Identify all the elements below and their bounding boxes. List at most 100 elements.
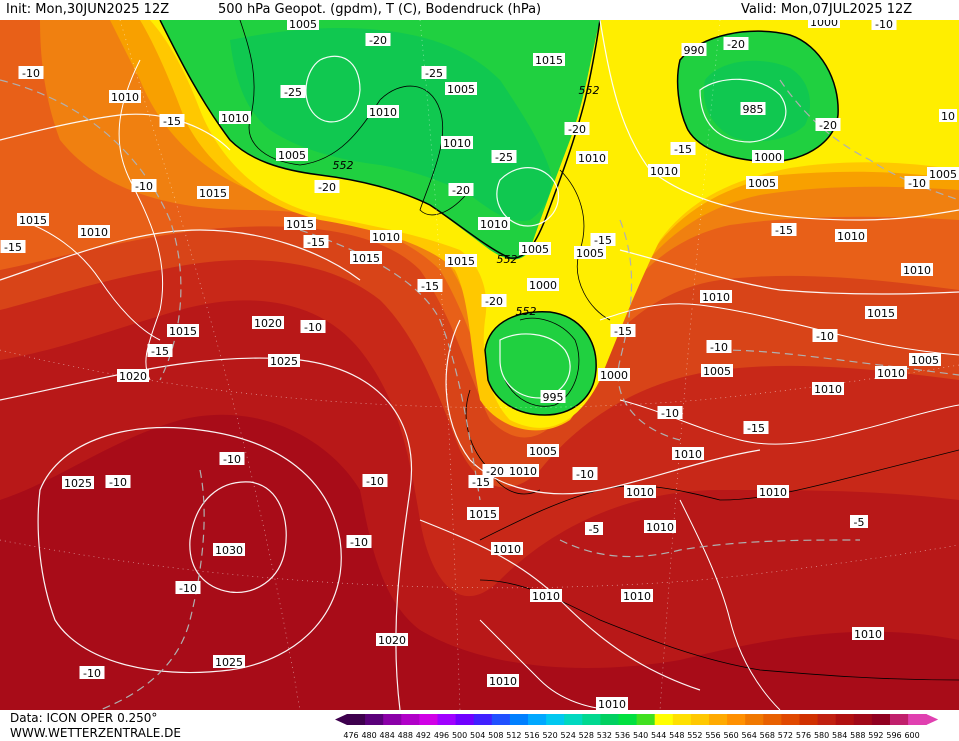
map-title: 500 hPa Geopot. (gpdm), T (C), Bodendruc…: [218, 2, 542, 17]
svg-text:1015: 1015: [199, 187, 227, 200]
legend-swatch: [654, 714, 674, 725]
temperature-label: -15: [610, 324, 636, 338]
legend-tick-label: 536: [615, 731, 630, 740]
pressure-label: 995: [540, 390, 566, 404]
legend-tick-label: 476: [343, 731, 358, 740]
pressure-label: 1010: [487, 674, 519, 688]
pressure-label: 1010: [576, 151, 608, 165]
pressure-label: 1010: [852, 627, 884, 641]
temperature-label: -10: [131, 179, 157, 193]
legend-swatch: [582, 714, 601, 725]
legend-swatch: [509, 714, 529, 725]
temperature-label: -20: [723, 37, 749, 51]
svg-text:-10: -10: [908, 177, 926, 190]
legend-tick-label: 596: [886, 731, 901, 740]
svg-text:1015: 1015: [447, 255, 475, 268]
svg-text:-10: -10: [576, 468, 594, 481]
pressure-label: 10: [939, 109, 957, 123]
valid-time: Valid: Mon,07JUL2025 12Z: [741, 2, 913, 17]
pressure-label: 1015: [17, 213, 49, 227]
svg-text:552: 552: [497, 253, 518, 266]
legend-swatch: [908, 714, 927, 725]
pressure-label: 1010: [596, 697, 628, 710]
init-time: Init: Mon,30JUN2025 12Z: [6, 2, 170, 17]
legend-swatch: [437, 714, 457, 725]
pressure-label: 1020: [252, 316, 284, 330]
svg-text:1025: 1025: [64, 477, 92, 490]
data-source-label: Data: ICON OPER 0.250°: [10, 711, 158, 725]
temperature-label: -10: [871, 20, 897, 31]
legend-swatch: [745, 714, 764, 725]
temperature-label: -10: [706, 340, 732, 354]
temperature-label: -15: [147, 344, 173, 358]
svg-text:1010: 1010: [623, 590, 651, 603]
pressure-label: 1025: [268, 354, 300, 368]
svg-text:1010: 1010: [578, 152, 606, 165]
pressure-label: 1010: [621, 589, 653, 603]
temperature-labels: -20-25-25-25-20 -20-20-20-20-15-15-15-15-…: [0, 20, 930, 680]
pressure-label: 1000: [808, 20, 840, 29]
legend-tick-label: 576: [796, 731, 811, 740]
svg-text:-10: -10: [22, 67, 40, 80]
svg-text:1010: 1010: [903, 264, 931, 277]
legend-tick-label: 496: [434, 731, 449, 740]
svg-text:-5: -5: [589, 523, 600, 536]
svg-text:-20: -20: [452, 184, 470, 197]
temperature-label: -25: [491, 150, 517, 164]
svg-text:1005: 1005: [576, 247, 604, 260]
pressure-label: 1010: [644, 520, 676, 534]
legend-tick-label: 568: [760, 731, 775, 740]
legend-swatch: [401, 714, 420, 725]
pressure-label: 1010: [757, 485, 789, 499]
legend-tick-label: 516: [524, 731, 539, 740]
legend-tick-label: 524: [561, 731, 576, 740]
svg-text:-10: -10: [816, 330, 834, 343]
legend-swatch: [871, 714, 891, 725]
legend-swatch: [528, 714, 547, 725]
svg-text:1020: 1020: [119, 370, 147, 383]
legend-tick-label: 528: [579, 731, 594, 740]
legend-arrow-left: [335, 714, 347, 725]
map-footer: Data: ICON OPER 0.250° WWW.WETTERZENTRAL…: [0, 710, 959, 741]
pressure-label: 1010: [478, 217, 510, 231]
legend-swatch: [600, 714, 619, 725]
svg-text:1010: 1010: [877, 367, 905, 380]
pressure-label: 1005: [445, 82, 477, 96]
svg-text:1005: 1005: [529, 445, 557, 458]
pressure-label: 1005: [909, 353, 941, 367]
svg-text:1010: 1010: [489, 675, 517, 688]
svg-text:1015: 1015: [19, 214, 47, 227]
svg-text:-15: -15: [674, 143, 692, 156]
legend-swatch: [636, 714, 656, 725]
site-label: WWW.WETTERZENTRALE.DE: [10, 726, 181, 740]
pressure-label: 1005: [701, 364, 733, 378]
geopotential-label: 552: [497, 253, 518, 266]
svg-text:1000: 1000: [754, 151, 782, 164]
temperature-label: -15: [670, 142, 696, 156]
svg-text:1010: 1010: [646, 521, 674, 534]
svg-text:-15: -15: [747, 422, 765, 435]
legend-swatch: [853, 714, 873, 725]
legend-swatch: [383, 714, 402, 725]
legend-swatch: [690, 714, 710, 725]
temperature-label: -20: [314, 180, 340, 194]
pressure-label: 1015: [533, 53, 565, 67]
temperature-label: -10: [904, 176, 930, 190]
map-header: Init: Mon,30JUN2025 12Z 500 hPa Geopot. …: [0, 0, 959, 20]
geopotential-label: 552: [579, 84, 600, 97]
legend-tick-label: 512: [506, 731, 521, 740]
temperature-label: -10: [219, 452, 245, 466]
legend-tick-label: 520: [542, 731, 557, 740]
svg-text:1010: 1010: [759, 486, 787, 499]
temperature-label: -20: [365, 33, 391, 47]
pressure-label: 1005: [276, 148, 308, 162]
svg-text:995: 995: [543, 391, 564, 404]
legend-swatch: [455, 714, 475, 725]
legend-swatch: [564, 714, 583, 725]
temperature-label: -25: [421, 66, 447, 80]
geopotential-labels: 552 552 552 552: [333, 84, 600, 318]
pressure-label: 1005: [746, 176, 778, 190]
legend-arrow-right: [926, 714, 939, 725]
legend-swatch: [709, 714, 728, 725]
svg-text:1010: 1010: [372, 231, 400, 244]
